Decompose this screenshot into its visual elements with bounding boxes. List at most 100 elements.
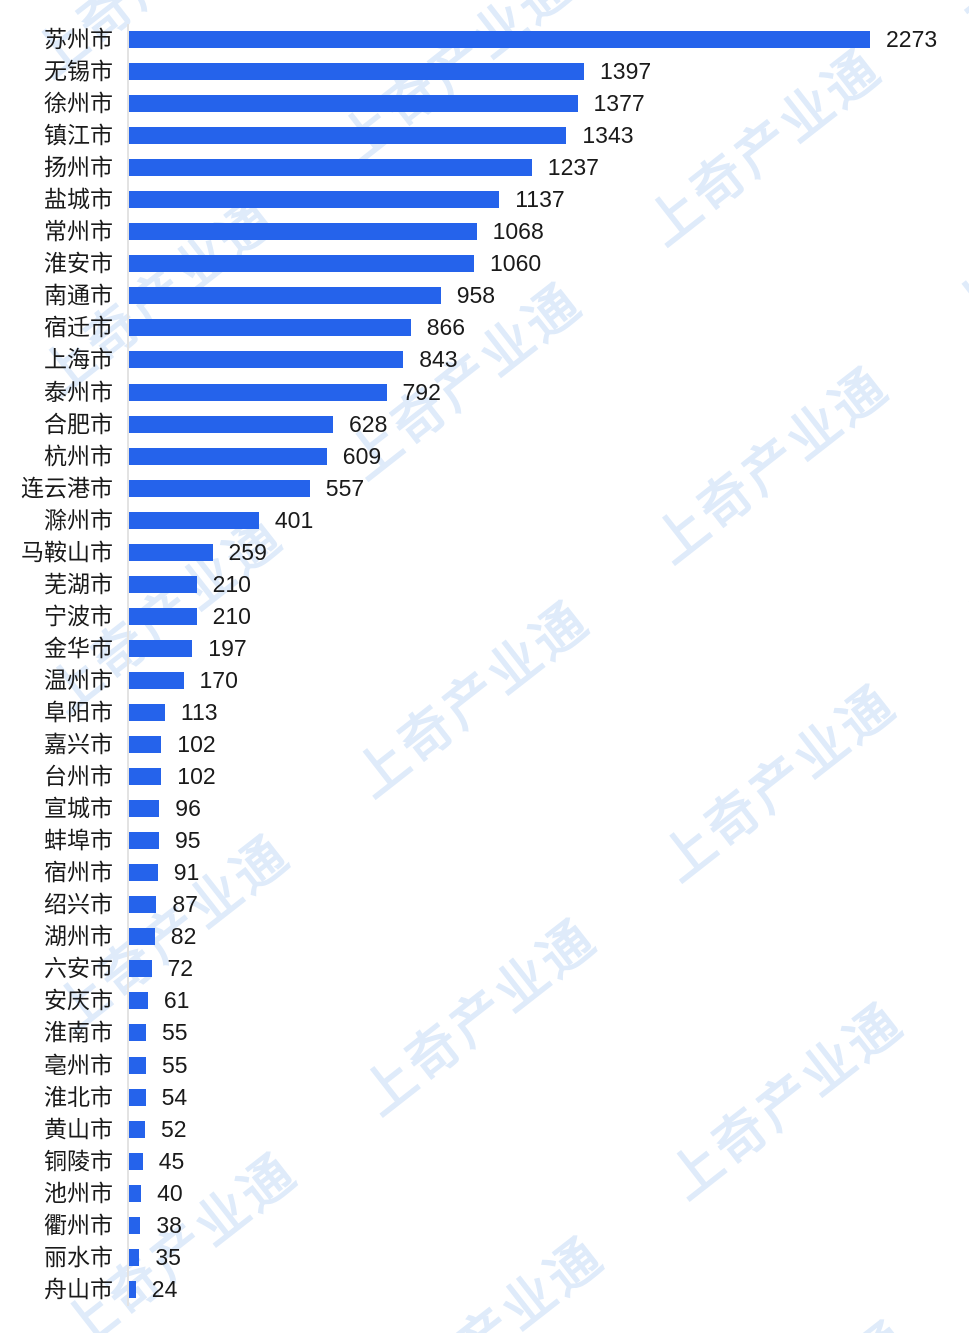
category-label: 宣城市 xyxy=(44,795,113,822)
value-label: 45 xyxy=(158,1147,185,1174)
bar[interactable] xyxy=(128,223,477,241)
value-label: 210 xyxy=(212,602,251,629)
bar[interactable] xyxy=(128,864,158,882)
category-label: 金华市 xyxy=(44,634,113,661)
bar[interactable] xyxy=(128,159,532,177)
value-label: 40 xyxy=(157,1179,183,1206)
value-label: 1068 xyxy=(492,218,544,245)
value-label: 1377 xyxy=(593,90,645,117)
bar[interactable] xyxy=(128,1216,141,1234)
value-label: 958 xyxy=(456,282,496,309)
value-label: 102 xyxy=(177,763,216,790)
category-label: 淮北市 xyxy=(44,1083,113,1110)
bar-row: 台州市 102 xyxy=(0,761,969,793)
bar[interactable] xyxy=(128,543,213,561)
bar[interactable] xyxy=(128,800,160,818)
bar[interactable] xyxy=(128,1088,146,1106)
value-label: 38 xyxy=(156,1211,182,1238)
bar[interactable] xyxy=(128,704,165,721)
category-label: 铜陵市 xyxy=(44,1147,113,1174)
value-label: 792 xyxy=(402,378,441,405)
bar[interactable] xyxy=(128,479,310,497)
bar[interactable] xyxy=(128,928,155,946)
bar-row: 常州市 1068 xyxy=(0,216,969,248)
category-label: 宿州市 xyxy=(44,859,113,886)
category-label: 六安市 xyxy=(44,955,113,982)
bar-row: 舟山市 24 xyxy=(0,1273,969,1305)
bar[interactable] xyxy=(128,1024,146,1042)
bar[interactable] xyxy=(128,255,474,273)
bar[interactable] xyxy=(128,736,162,754)
bar[interactable] xyxy=(128,1280,136,1298)
value-label: 197 xyxy=(208,634,247,661)
bar-row: 淮安市 1060 xyxy=(0,248,969,280)
category-label: 嘉兴市 xyxy=(44,731,113,758)
bar[interactable] xyxy=(128,960,152,978)
bar-row: 杭州市 609 xyxy=(0,440,969,472)
category-label: 盐城市 xyxy=(44,186,113,213)
bar[interactable] xyxy=(128,95,578,113)
bar[interactable] xyxy=(128,639,193,657)
bar-row: 苏州市 2273 xyxy=(0,24,969,56)
category-label: 淮南市 xyxy=(44,1019,113,1046)
bar-row: 衢州市 38 xyxy=(0,1209,969,1241)
category-label: 徐州市 xyxy=(44,90,113,117)
bar-row: 宿迁市 866 xyxy=(0,312,969,344)
bar-row: 黄山市 52 xyxy=(0,1113,969,1145)
value-label: 609 xyxy=(342,442,382,469)
bar[interactable] xyxy=(128,319,411,337)
category-label: 无锡市 xyxy=(44,58,113,85)
category-label: 滁州市 xyxy=(44,506,113,533)
bar[interactable] xyxy=(128,351,404,369)
bar[interactable] xyxy=(128,31,870,49)
bar[interactable] xyxy=(128,575,197,593)
bar[interactable] xyxy=(128,896,157,914)
bar[interactable] xyxy=(128,832,159,850)
bar[interactable] xyxy=(128,671,184,689)
category-label: 湖州市 xyxy=(44,923,113,950)
bar[interactable] xyxy=(128,383,387,401)
category-label: 温州市 xyxy=(44,666,113,693)
bar[interactable] xyxy=(128,415,333,433)
category-label: 舟山市 xyxy=(44,1275,113,1302)
bar-row: 徐州市 1377 xyxy=(0,88,969,120)
bar[interactable] xyxy=(128,447,327,465)
bar[interactable] xyxy=(128,63,584,81)
value-label: 55 xyxy=(162,1019,188,1046)
bar-row: 丽水市 35 xyxy=(0,1241,969,1273)
bar[interactable] xyxy=(128,607,197,625)
bar[interactable] xyxy=(128,191,500,209)
bar-row: 湖州市 82 xyxy=(0,921,969,953)
bar-row: 绍兴市 87 xyxy=(0,889,969,921)
bar[interactable] xyxy=(128,1248,140,1266)
bar-row: 铜陵市 45 xyxy=(0,1145,969,1177)
bar-row: 芜湖市 210 xyxy=(0,568,969,600)
bar[interactable] xyxy=(128,1056,146,1074)
bar[interactable] xyxy=(128,1184,142,1202)
category-label: 上海市 xyxy=(44,346,113,373)
bar[interactable] xyxy=(128,992,148,1010)
value-label: 210 xyxy=(212,570,251,597)
chart-rows: 苏州市 2273 无锡市 1397 徐州市 1377 镇江市 1343 扬州市 … xyxy=(0,24,969,1306)
value-label: 52 xyxy=(161,1115,187,1142)
category-label: 安庆市 xyxy=(44,987,113,1014)
category-label: 黄山市 xyxy=(44,1115,113,1142)
value-label: 82 xyxy=(170,923,197,950)
bar-row: 合肥市 628 xyxy=(0,408,969,440)
bar-row: 亳州市 55 xyxy=(0,1049,969,1081)
value-label: 91 xyxy=(173,859,200,886)
category-label: 南通市 xyxy=(44,282,113,309)
value-label: 72 xyxy=(167,955,194,982)
value-label: 55 xyxy=(162,1051,188,1078)
category-label: 马鞍山市 xyxy=(21,538,113,565)
bar[interactable] xyxy=(128,287,441,305)
bar[interactable] xyxy=(128,511,259,529)
bar[interactable] xyxy=(128,1152,143,1170)
bar-row: 六安市 72 xyxy=(0,953,969,985)
value-label: 843 xyxy=(419,346,458,373)
value-label: 1397 xyxy=(600,58,652,85)
bar[interactable] xyxy=(128,1120,145,1138)
bar[interactable] xyxy=(128,127,567,145)
bar[interactable] xyxy=(128,768,162,786)
